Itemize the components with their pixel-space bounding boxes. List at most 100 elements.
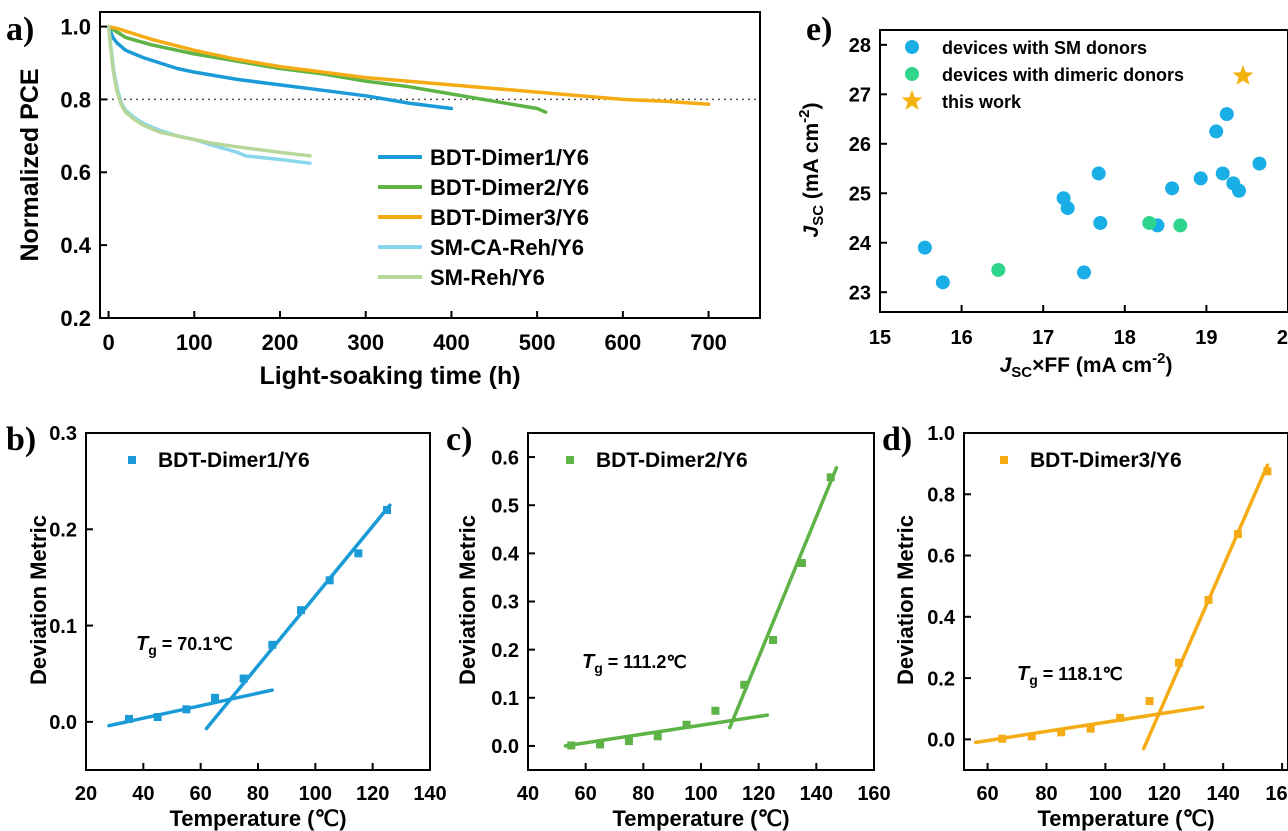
- y-axis-title: Deviation Metric: [893, 515, 918, 685]
- x-tick-label: 18: [1114, 327, 1136, 349]
- fit-line: [107, 688, 275, 728]
- y-tick-label: 0.8: [927, 484, 955, 506]
- x-tick-label: 140: [800, 783, 833, 805]
- legend-label: devices with dimeric donors: [942, 65, 1184, 85]
- legend-label: devices with SM donors: [942, 38, 1147, 58]
- legend-marker: [905, 67, 919, 81]
- label-part: (mA cm: [800, 123, 823, 205]
- panel-label: e): [806, 11, 832, 48]
- panel-a: a) 0 100 200 300 400 500 600 700 0.2 0.4 0.6 0.8 1.0 L…: [6, 11, 761, 390]
- x-axis-title: JSC×FF (mA cm-2): [1000, 350, 1173, 381]
- x-tick-label: 400: [433, 330, 470, 355]
- data-point: [1204, 595, 1213, 604]
- data-point: [1209, 124, 1224, 139]
- fit-line: [1141, 463, 1270, 751]
- data-point: [325, 576, 334, 585]
- series-line: [106, 24, 312, 158]
- panel-e: e) 15 16 17 18 19 20 23 24 25 26 27 28 devices with S…: [796, 11, 1288, 381]
- y-tick-label: 0.5: [491, 495, 519, 517]
- y-axis-title: Deviation Metric: [455, 515, 480, 685]
- legend-marker: [566, 456, 574, 464]
- panel-label: a): [6, 11, 34, 48]
- legend-label: SM-CA-Reh/Y6: [430, 235, 584, 260]
- data-point: [153, 713, 162, 722]
- y-tick-label: 0.2: [49, 519, 77, 541]
- x-tick-label: 40: [132, 783, 154, 805]
- x-tick-label: 140: [413, 783, 446, 805]
- fit-line: [563, 713, 770, 748]
- data-point: [1165, 181, 1180, 196]
- plot-frame: [879, 29, 1288, 313]
- y-axis-title: Deviation Metric: [26, 515, 51, 685]
- y-tick-label: 0.8: [60, 87, 91, 112]
- label-part: J: [1000, 354, 1013, 377]
- y-tick-label: 0.6: [927, 546, 955, 568]
- label-part: T: [582, 651, 596, 673]
- y-tick-label: 28: [849, 35, 871, 57]
- y-tick-label: 0.4: [927, 607, 956, 629]
- y-tick-label: 0.2: [927, 668, 955, 690]
- x-tick-label: 80: [632, 783, 654, 805]
- x-tick-label: 80: [247, 783, 269, 805]
- data-point: [769, 636, 778, 645]
- x-tick-label: 0: [102, 330, 114, 355]
- label-part: ): [800, 103, 823, 110]
- x-tick-label: 600: [604, 330, 641, 355]
- data-point: [797, 558, 806, 567]
- legend-label: BDT-Dimer3/Y6: [1030, 449, 1182, 472]
- panel-label: c): [446, 421, 472, 458]
- x-tick-label: 40: [517, 783, 539, 805]
- data-point: [682, 720, 691, 729]
- data-point: [1215, 166, 1230, 181]
- legend-label: BDT-Dimer3/Y6: [430, 205, 589, 230]
- data-point: [1193, 171, 1208, 186]
- y-tick-label: 24: [849, 233, 872, 255]
- data-point: [1027, 732, 1036, 741]
- data-point: [1091, 166, 1106, 181]
- x-tick-label: 15: [869, 327, 891, 349]
- x-tick-label: 300: [347, 330, 384, 355]
- x-tick-label: 16: [950, 327, 972, 349]
- y-tick-label: 0.0: [49, 712, 77, 734]
- x-tick-label: 60: [190, 783, 212, 805]
- data-point: [125, 714, 133, 723]
- legend-label: this work: [942, 92, 1022, 112]
- x-tick-label: 160: [857, 783, 890, 805]
- panel-label: b): [6, 421, 36, 458]
- legend-marker: [128, 456, 136, 464]
- data-point: [1175, 658, 1184, 667]
- x-axis-title: Temperature (℃): [1037, 806, 1214, 831]
- data-point: [826, 473, 835, 482]
- star-icon: [1232, 65, 1254, 85]
- data-point: [596, 740, 605, 749]
- x-axis-title: Temperature (℃): [169, 806, 346, 831]
- data-point: [383, 506, 391, 515]
- label-part: T: [1017, 663, 1031, 685]
- legend-label: BDT-Dimer1/Y6: [430, 145, 589, 170]
- data-point: [1116, 713, 1125, 722]
- data-point: [998, 734, 1007, 743]
- x-axis-title: Temperature (℃): [612, 806, 789, 831]
- label-part: g: [594, 660, 603, 676]
- data-point: [740, 680, 749, 689]
- label-part: = 111.2℃: [603, 652, 687, 672]
- legend-label: SM-Reh/Y6: [430, 265, 545, 290]
- x-axis-title: Light-soaking time (h): [259, 362, 520, 390]
- label-part: T: [136, 633, 150, 655]
- data-point: [1219, 107, 1234, 122]
- x-tick-label: 120: [1148, 783, 1181, 805]
- x-tick-label: 120: [356, 783, 389, 805]
- y-tick-label: 0.1: [49, 616, 77, 638]
- x-tick-label: 60: [575, 783, 597, 805]
- x-tick-label: 80: [1035, 783, 1057, 805]
- x-tick-label: 140: [1207, 783, 1240, 805]
- label-part: g: [148, 642, 157, 658]
- y-tick-label: 0.3: [491, 592, 519, 614]
- legend-label: BDT-Dimer2/Y6: [430, 175, 589, 200]
- data-point: [1232, 183, 1247, 198]
- panel-c: c) 40 60 80 100 120 140 160 0.0 0.1 0.2 0.3 0.4 0.5 0.…: [446, 421, 891, 831]
- data-point: [935, 275, 950, 290]
- x-tick-label: 100: [299, 783, 332, 805]
- y-tick-label: 0.0: [927, 730, 955, 752]
